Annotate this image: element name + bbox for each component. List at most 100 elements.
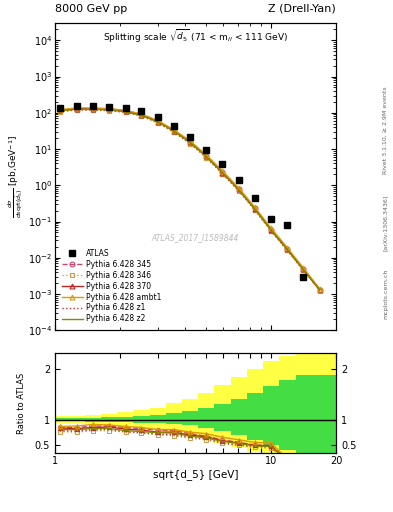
Pythia 6.428 345	[91, 105, 95, 112]
Pythia 6.428 346	[188, 141, 193, 147]
Pythia 6.428 z2	[252, 206, 257, 212]
Pythia 6.428 z1	[107, 108, 112, 114]
Pythia 6.428 345	[188, 139, 193, 145]
Pythia 6.428 346	[107, 108, 112, 114]
Pythia 6.428 370	[155, 119, 160, 125]
Pythia 6.428 370	[285, 246, 290, 252]
Pythia 6.428 346	[139, 113, 144, 119]
Pythia 6.428 z1	[252, 206, 257, 212]
Pythia 6.428 370	[236, 186, 241, 193]
Text: ATLAS_2017_I1589844: ATLAS_2017_I1589844	[152, 233, 239, 243]
Pythia 6.428 z1	[155, 119, 160, 125]
Pythia 6.428 z1	[236, 187, 241, 194]
Pythia 6.428 z1	[74, 106, 79, 113]
Pythia 6.428 370	[204, 153, 209, 159]
Pythia 6.428 ambt1	[220, 168, 225, 174]
Pythia 6.428 z1	[204, 154, 209, 160]
Pythia 6.428 z2	[301, 267, 306, 273]
Pythia 6.428 ambt1	[123, 108, 128, 114]
Y-axis label: Ratio to ATLAS: Ratio to ATLAS	[17, 373, 26, 434]
ATLAS	[204, 147, 209, 153]
Pythia 6.428 370	[269, 227, 274, 233]
Line: ATLAS: ATLAS	[57, 103, 307, 280]
Pythia 6.428 346	[57, 109, 62, 115]
Pythia 6.428 346	[123, 110, 128, 116]
Pythia 6.428 346	[204, 155, 209, 161]
Pythia 6.428 346	[155, 120, 160, 126]
Text: Splitting scale $\sqrt{d_5}$ (71 < m$_{ll}$ < 111 GeV): Splitting scale $\sqrt{d_5}$ (71 < m$_{l…	[103, 28, 288, 45]
Text: Rivet 3.1.10, ≥ 2.9M events: Rivet 3.1.10, ≥ 2.9M events	[383, 87, 388, 175]
Text: mcplots.cern.ch: mcplots.cern.ch	[383, 268, 388, 318]
Pythia 6.428 z2	[139, 112, 144, 118]
ATLAS	[91, 103, 95, 110]
Pythia 6.428 z1	[57, 108, 62, 114]
Pythia 6.428 z2	[317, 287, 322, 293]
Pythia 6.428 346	[220, 171, 225, 177]
Text: [arXiv:1306.3436]: [arXiv:1306.3436]	[383, 195, 388, 251]
Pythia 6.428 370	[188, 139, 193, 145]
ATLAS	[107, 104, 112, 110]
Pythia 6.428 z1	[188, 140, 193, 146]
Pythia 6.428 z2	[220, 170, 225, 176]
Pythia 6.428 z1	[269, 227, 274, 233]
Pythia 6.428 345	[220, 169, 225, 175]
Pythia 6.428 z2	[269, 227, 274, 233]
Pythia 6.428 370	[123, 108, 128, 114]
Pythia 6.428 z1	[301, 267, 306, 273]
Pythia 6.428 z2	[188, 140, 193, 146]
Pythia 6.428 z2	[57, 108, 62, 114]
Pythia 6.428 ambt1	[301, 265, 306, 271]
Pythia 6.428 345	[301, 266, 306, 272]
ATLAS	[285, 222, 290, 228]
Pythia 6.428 345	[269, 226, 274, 232]
ATLAS	[236, 177, 241, 183]
Pythia 6.428 345	[139, 111, 144, 117]
Text: 8000 GeV pp: 8000 GeV pp	[55, 4, 127, 14]
Pythia 6.428 345	[123, 108, 128, 114]
Pythia 6.428 370	[220, 169, 225, 176]
Pythia 6.428 345	[285, 246, 290, 252]
Pythia 6.428 346	[74, 107, 79, 113]
Pythia 6.428 370	[171, 127, 176, 134]
Pythia 6.428 z1	[91, 106, 95, 113]
Pythia 6.428 ambt1	[317, 286, 322, 292]
Pythia 6.428 345	[236, 186, 241, 193]
Pythia 6.428 z2	[155, 119, 160, 125]
Pythia 6.428 345	[252, 205, 257, 211]
Line: Pythia 6.428 346: Pythia 6.428 346	[57, 108, 322, 292]
Pythia 6.428 z1	[220, 170, 225, 177]
Pythia 6.428 346	[171, 129, 176, 135]
Pythia 6.428 z2	[171, 128, 176, 134]
Pythia 6.428 346	[91, 107, 95, 113]
Pythia 6.428 ambt1	[171, 126, 176, 133]
Pythia 6.428 345	[107, 106, 112, 112]
Pythia 6.428 z2	[74, 106, 79, 112]
Pythia 6.428 ambt1	[252, 204, 257, 210]
Line: Pythia 6.428 z1: Pythia 6.428 z1	[60, 110, 320, 290]
Line: Pythia 6.428 z2: Pythia 6.428 z2	[60, 109, 320, 290]
ATLAS	[57, 104, 62, 111]
Line: Pythia 6.428 ambt1: Pythia 6.428 ambt1	[57, 105, 322, 291]
Pythia 6.428 345	[74, 105, 79, 112]
Pythia 6.428 ambt1	[91, 105, 95, 111]
Pythia 6.428 346	[269, 228, 274, 234]
Pythia 6.428 z1	[285, 247, 290, 253]
Pythia 6.428 ambt1	[236, 185, 241, 191]
Pythia 6.428 ambt1	[139, 111, 144, 117]
Pythia 6.428 z1	[123, 109, 128, 115]
ATLAS	[269, 216, 274, 222]
Pythia 6.428 z1	[139, 113, 144, 119]
Pythia 6.428 345	[204, 153, 209, 159]
Pythia 6.428 370	[57, 108, 62, 114]
Pythia 6.428 ambt1	[74, 105, 79, 111]
Pythia 6.428 z2	[91, 106, 95, 112]
ATLAS	[171, 123, 176, 130]
Pythia 6.428 z2	[236, 187, 241, 193]
Pythia 6.428 z2	[107, 107, 112, 113]
Pythia 6.428 370	[107, 106, 112, 113]
Pythia 6.428 370	[317, 287, 322, 293]
Pythia 6.428 z1	[317, 287, 322, 293]
Pythia 6.428 345	[155, 118, 160, 124]
ATLAS	[220, 161, 225, 167]
Pythia 6.428 ambt1	[57, 106, 62, 113]
